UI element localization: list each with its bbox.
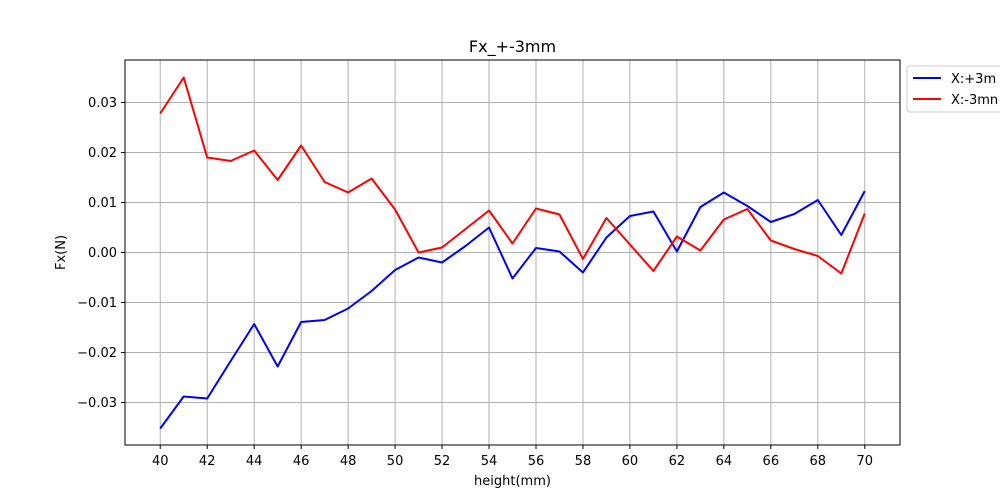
x-tick-label: 70 (856, 454, 873, 469)
legend-label-x-minus-3mn: X:-3mn (951, 93, 998, 108)
x-tick-label: 48 (340, 454, 357, 469)
x-tick-label: 60 (622, 454, 639, 469)
series-line-1 (159, 76, 866, 275)
legend: X:+3m X:-3mn (906, 65, 1000, 113)
chart-title: Fx_+-3mm (469, 37, 556, 57)
series-line-0 (159, 190, 866, 430)
y-tick-label: −0.03 (77, 396, 117, 411)
x-tick-label: 50 (387, 454, 404, 469)
x-tick-label: 42 (199, 454, 216, 469)
x-tick-label: 56 (528, 454, 545, 469)
x-tick-label: 66 (763, 454, 780, 469)
x-tick-label: 54 (481, 454, 498, 469)
grid (125, 60, 900, 445)
x-tick-label: 64 (716, 454, 733, 469)
x-tick-label: 68 (810, 454, 827, 469)
x-tick-label: 62 (669, 454, 686, 469)
x-tick-label: 40 (152, 454, 169, 469)
y-tick-label: 0.00 (88, 246, 117, 261)
x-tick-label: 46 (293, 454, 310, 469)
y-tick-label: 0.02 (88, 146, 117, 161)
y-tick-label: −0.02 (77, 346, 117, 361)
legend-label-x-plus-3m: X:+3m (951, 72, 996, 87)
y-tick-label: −0.01 (77, 296, 117, 311)
x-axis-label: height(mm) (474, 474, 551, 489)
y-axis-label: Fx(N) (54, 235, 69, 270)
x-tick-label: 52 (434, 454, 451, 469)
y-axis-ticks: −0.03 −0.02 −0.01 0.00 0.01 0.02 0.03 (77, 96, 125, 411)
y-tick-label: 0.03 (88, 96, 117, 111)
y-tick-label: 0.01 (88, 196, 117, 211)
x-tick-label: 44 (246, 454, 263, 469)
series-lines (159, 76, 866, 430)
x-tick-label: 58 (575, 454, 592, 469)
x-axis-ticks: 40 42 44 46 48 50 52 54 56 58 60 62 64 66 68 70 (152, 445, 873, 469)
